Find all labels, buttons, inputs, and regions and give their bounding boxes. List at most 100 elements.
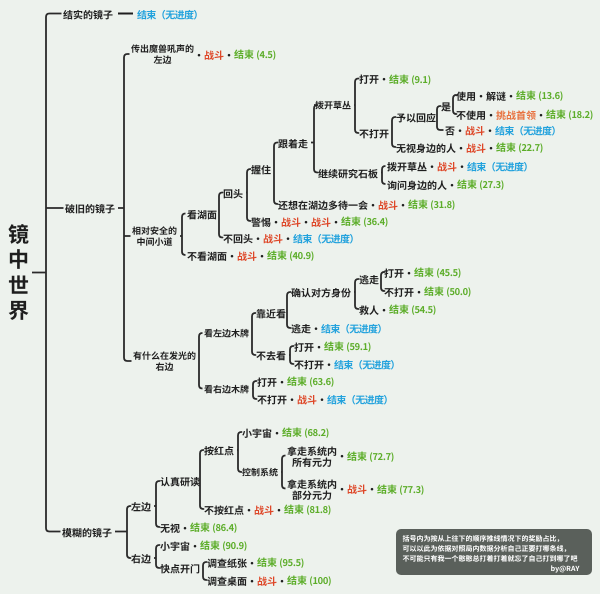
node-label: 打开 — [359, 71, 379, 86]
dot-separator: · — [447, 176, 457, 192]
node-label: 相对安全的 中间小道 — [132, 224, 178, 248]
dash-connector — [118, 12, 133, 15]
node-label: 无视 — [160, 519, 180, 535]
node-label: 结实的镜子 — [63, 6, 113, 21]
dot-separator: · — [486, 106, 496, 122]
tree-leaf: 逃走 · 结束（无进度） — [291, 323, 387, 334]
dot-separator: · — [337, 448, 347, 463]
tree-node: 继续研究石板 — [318, 167, 378, 178]
node-label: 警惕 — [251, 213, 271, 229]
dot-separator: · — [247, 554, 257, 570]
reward-percentage: (68.2) — [304, 425, 329, 439]
node-label: 是 — [441, 98, 451, 114]
reward-percentage: (54.5) — [411, 302, 436, 316]
reward-percentage: (59.1) — [346, 339, 371, 353]
outcome-segment: 结束（无进度） — [293, 230, 359, 245]
tree-node: 跟着走 — [278, 137, 308, 148]
tree-leaf: 还想在湖边多待一会 · 战斗 · 结束 (31.8) — [278, 198, 455, 210]
node-label: 询问身边的人 — [387, 176, 447, 192]
outcome-segment: 结束 (59.1) — [324, 338, 371, 353]
node-label: 拿走系统内 部分元力 — [287, 475, 337, 502]
dot-separator: · — [301, 213, 311, 229]
tree-node: 左边 — [131, 501, 151, 512]
tree-node: 靠近看 — [256, 308, 286, 319]
node-label: 打开 — [257, 373, 277, 389]
outcome-segment: 结束（无进度） — [321, 320, 387, 336]
tree-leaf: 小宇宙 · 结束 (68.2) — [242, 426, 329, 438]
node-label: 按红点 — [204, 442, 234, 458]
dot-separator: · — [277, 373, 287, 389]
node-label: 小宇宙 — [242, 424, 272, 440]
tree-node: 看右边木牌 — [204, 383, 249, 394]
node-label: 传出魔兽吼声的 左边 — [131, 42, 195, 66]
node-label: 调查桌面 — [207, 572, 247, 588]
node-label: 握住 — [251, 161, 271, 177]
tree-leaf: 拨开草丛 · 战斗 · 结束（无进度） — [387, 161, 533, 172]
node-label: 看湖面 — [187, 206, 217, 221]
outcome-segment: 结束 (86.4) — [190, 519, 237, 534]
outcome-segment: 结束 (36.4) — [341, 213, 388, 228]
tree-node: 握住 — [251, 164, 271, 175]
outcome-segment: 结束 (27.3) — [457, 176, 504, 191]
reward-percentage: (22.7) — [518, 140, 543, 154]
outcome-segment: 结束（无进度） — [334, 356, 400, 372]
node-label: 不按红点 — [204, 501, 244, 517]
reward-percentage: (4.5) — [256, 47, 276, 61]
dot-separator: · — [331, 213, 341, 229]
node-label: 看左边木牌 — [204, 326, 250, 340]
node-label: 拨开草丛 — [315, 98, 352, 112]
note-line: 不可能只有我一个憨憨总打着打着就忘了自己打到哪了吧 — [402, 553, 578, 564]
dot-separator: · — [485, 122, 495, 138]
node-label: 回头 — [223, 185, 243, 200]
tree-leaf: 无视身边的人 · 战斗 · 结束 (22.7) — [396, 141, 543, 153]
tree-leaf: 警惕 · 战斗 · 战斗 · 结束 (36.4) — [251, 215, 388, 227]
dot-separator: · — [287, 391, 297, 407]
tree-node: 模糊的镜子 — [62, 526, 112, 537]
outcome-segment: 战斗 — [378, 196, 398, 212]
node-label: 跟着走 — [278, 135, 308, 150]
outcome-segment: 战斗 — [281, 213, 301, 229]
reward-percentage: (100) — [309, 573, 332, 587]
dot-separator: · — [404, 264, 414, 280]
outcome-segment: 结束 (63.6) — [287, 373, 334, 388]
dot-separator: · — [476, 87, 486, 103]
tree-leaf: 传出魔兽吼声的 左边 · 战斗 · 结束 (4.5) — [131, 43, 276, 65]
note-credit: by@RAY — [550, 563, 580, 574]
dot-separator: · — [314, 338, 324, 354]
reward-percentage: (45.5) — [436, 265, 461, 279]
dot-separator: · — [486, 139, 496, 155]
dot-separator: · — [253, 230, 263, 245]
outcome-segment: 战斗 — [254, 501, 274, 517]
node-label: 继续研究石板 — [318, 165, 378, 180]
dot-separator: · — [257, 247, 267, 263]
tree-node: 不打开 — [359, 128, 389, 139]
tree-node: 认真研读 — [160, 476, 200, 487]
reward-percentage: (81.8) — [306, 502, 331, 516]
tree-node: 镜中世界 — [8, 221, 29, 324]
node-label: 救人 — [359, 301, 379, 317]
node-label: 不打开 — [294, 356, 324, 372]
outcome-segment: 战斗 — [465, 122, 485, 138]
node-label: 确认对方身份 — [291, 284, 351, 300]
outcome-segment: 结束 (72.7) — [347, 447, 394, 463]
outcome-segment: 结束（无进度） — [467, 158, 533, 174]
tree-leaf: 调查桌面 · 战斗 · 结束 (100) — [207, 572, 332, 588]
reward-percentage: (72.7) — [369, 448, 394, 463]
node-label: 不打开 — [359, 125, 389, 141]
node-label: 逃走 — [291, 320, 311, 336]
reward-percentage: (18.2) — [568, 107, 593, 121]
tree-node: 拨开草丛 — [315, 100, 351, 111]
tree-node: 看湖面 — [187, 208, 217, 219]
outcome-segment: 结束 (4.5) — [234, 46, 276, 61]
tree-node: 破旧的镜子 — [65, 203, 115, 214]
outcome-segment: 战斗 — [311, 213, 331, 229]
dot-separator: · — [271, 213, 281, 229]
node-label: 有什么在发光的 右边 — [133, 349, 197, 373]
node-label: 不打开 — [257, 391, 287, 407]
dot-separator: · — [194, 46, 205, 62]
dot-separator: · — [414, 283, 424, 299]
node-label: 右边 — [131, 550, 151, 566]
dot-separator: · — [324, 356, 334, 372]
tree-leaf: 小宇宙 · 结束 (90.9) — [160, 539, 247, 551]
node-label: 左边 — [131, 498, 151, 514]
